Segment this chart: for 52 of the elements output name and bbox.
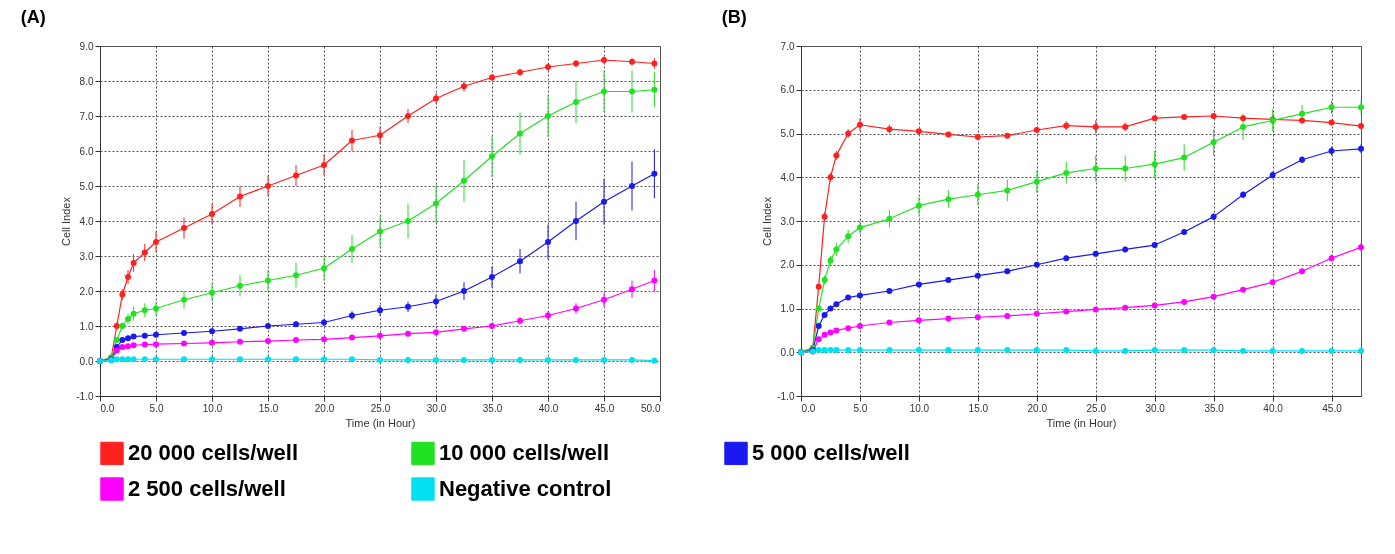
x-axis-title: Time (in Hour)	[345, 416, 416, 429]
x-tick-label: 35.0	[482, 402, 503, 414]
x-tick-label: 30.0	[1145, 402, 1166, 414]
legend-label: 20 000 cells/well	[128, 440, 299, 466]
y-axis-title: Cell Index	[761, 196, 774, 246]
legend-label: 5 000 cells/well	[752, 440, 910, 466]
x-tick-label: 30.0	[426, 402, 447, 414]
y-tick-label: 2.0	[79, 285, 94, 297]
y-tick-label: 3.0	[780, 215, 795, 227]
x-tick-label: 40.0	[1263, 402, 1284, 414]
x-tick-label: 15.0	[258, 402, 279, 414]
x-tick-label: 20.0	[1027, 402, 1048, 414]
y-tick-label: 5.0	[780, 128, 795, 139]
x-tick-label: 25.0	[370, 402, 391, 414]
legend-label: 10 000 cells/well	[439, 440, 610, 466]
legend-label: Negative control	[439, 476, 612, 501]
x-tick-label: 35.0	[1204, 402, 1225, 414]
y-tick-label: 1.0	[780, 303, 795, 314]
x-tick-label: 20.0	[314, 402, 335, 414]
legend-label: 2 500 cells/well	[128, 476, 286, 501]
y-tick-label: 4.0	[780, 171, 795, 183]
x-tick-label: 0.0	[100, 402, 115, 414]
y-tick-label: 2.0	[780, 259, 795, 271]
chart-title: (A)	[20, 7, 46, 27]
x-tick-label: 0.0	[801, 402, 816, 414]
y-tick-label: 5.0	[79, 180, 94, 192]
y-tick-label: 1.0	[79, 320, 94, 332]
x-axis-title: Time (in Hour)	[1046, 416, 1117, 429]
y-tick-label: 7.0	[79, 110, 94, 122]
y-tick-label: 9.0	[79, 40, 94, 52]
x-tick-label: 10.0	[202, 402, 223, 414]
x-tick-label: 10.0	[909, 402, 930, 414]
x-tick-label: 40.0	[538, 402, 559, 414]
y-tick-label: 3.0	[79, 250, 94, 262]
x-tick-label: 45.0	[594, 402, 615, 414]
chart-title: (B)	[721, 7, 747, 27]
y-tick-label: 8.0	[79, 75, 94, 87]
x-tick-label: 5.0	[149, 402, 164, 414]
y-axis-title: Cell Index	[60, 196, 73, 246]
y-tick-label: 6.0	[780, 84, 795, 96]
y-tick-label: 4.0	[79, 215, 94, 227]
y-tick-label: 7.0	[780, 40, 795, 52]
y-tick-label: 0.0	[79, 355, 94, 367]
x-tick-label: 25.0	[1086, 402, 1107, 414]
x-tick-label: 45.0	[1322, 402, 1343, 414]
x-tick-label: 5.0	[853, 402, 868, 414]
x-tick-label: 15.0	[968, 402, 989, 414]
y-tick-label: 0.0	[780, 346, 795, 358]
y-tick-label: 6.0	[79, 145, 94, 157]
y-tick-label: -1.0	[76, 390, 94, 402]
y-tick-label: -1.0	[777, 390, 795, 402]
x-tick-label: 50.0	[641, 402, 661, 414]
